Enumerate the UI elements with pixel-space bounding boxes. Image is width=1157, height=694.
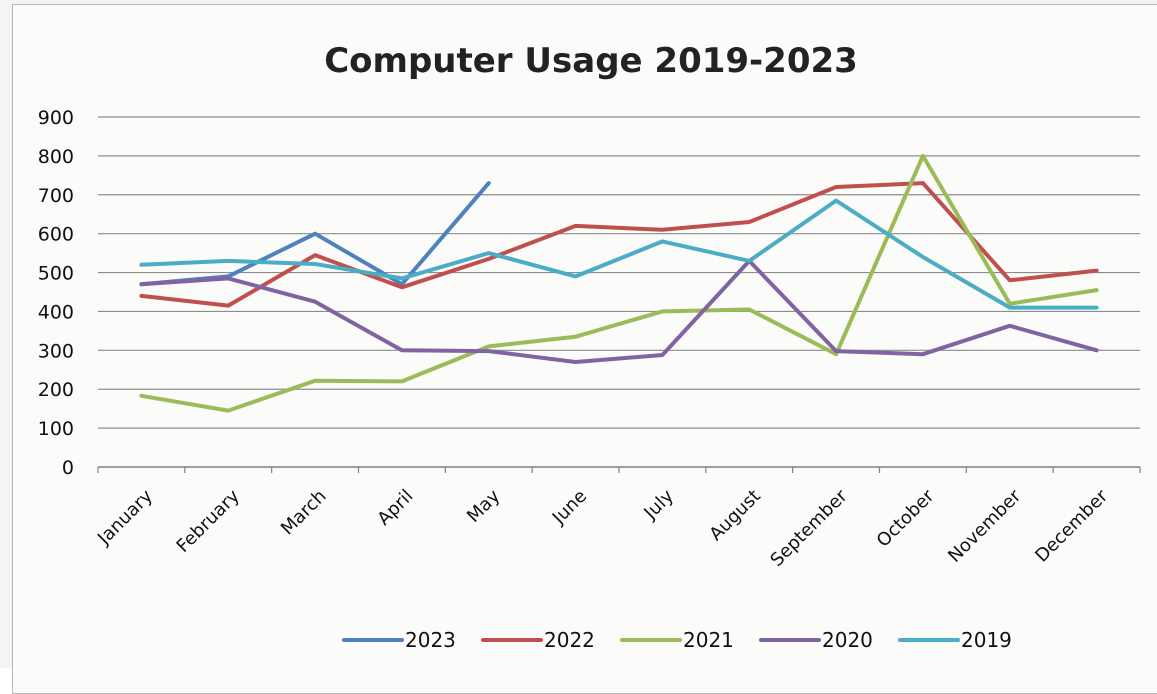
- y-axis-tick-labels: 0 100 200 300 400 500 600 700 800 900: [38, 107, 74, 479]
- y-tick-label: 500: [38, 263, 74, 285]
- legend: 2023 2022 2021 2020 2019: [342, 628, 1012, 652]
- x-category-label: November: [944, 485, 1025, 566]
- y-tick-label: 400: [38, 301, 74, 323]
- x-category-label: April: [374, 486, 418, 530]
- series-line-2020: [139, 258, 1099, 364]
- series-line-2022: [139, 181, 1099, 308]
- x-category-label: September: [766, 485, 852, 571]
- x-category-label: May: [463, 485, 504, 526]
- x-category-label: December: [1031, 485, 1112, 566]
- legend-label: 2019: [961, 628, 1012, 652]
- series-lines: [139, 153, 1099, 413]
- legend-label: 2021: [683, 628, 734, 652]
- chart-area: [12, 4, 1157, 694]
- x-category-label: February: [173, 485, 244, 556]
- x-axis-category-labels: January February March April May June July Augu…: [93, 485, 1112, 571]
- y-tick-label: 200: [38, 379, 74, 401]
- x-category-label: March: [277, 486, 331, 540]
- gridlines: [97, 116, 1141, 473]
- y-tick-label: 600: [38, 224, 74, 246]
- series-line-2021: [139, 153, 1099, 413]
- x-category-label: August: [705, 486, 764, 545]
- legend-label: 2020: [822, 628, 873, 652]
- y-tick-label: 100: [38, 418, 74, 440]
- chart-title: Computer Usage 2019-2023: [324, 41, 858, 81]
- y-tick-label: 900: [38, 107, 74, 129]
- y-tick-label: 700: [38, 185, 74, 207]
- y-tick-label: 0: [62, 457, 74, 479]
- y-tick-label: 300: [38, 340, 74, 362]
- series-line-2019: [139, 198, 1099, 310]
- x-category-label: October: [873, 485, 939, 551]
- line-chart: Computer Usage 2019-2023 0 100 200 300 400 50…: [38, 41, 1141, 652]
- legend-label: 2023: [405, 628, 456, 652]
- x-category-label: June: [548, 486, 591, 529]
- x-category-label: January: [93, 485, 157, 549]
- legend-label: 2022: [544, 628, 595, 652]
- y-tick-label: 800: [38, 146, 74, 168]
- x-category-label: July: [640, 485, 679, 524]
